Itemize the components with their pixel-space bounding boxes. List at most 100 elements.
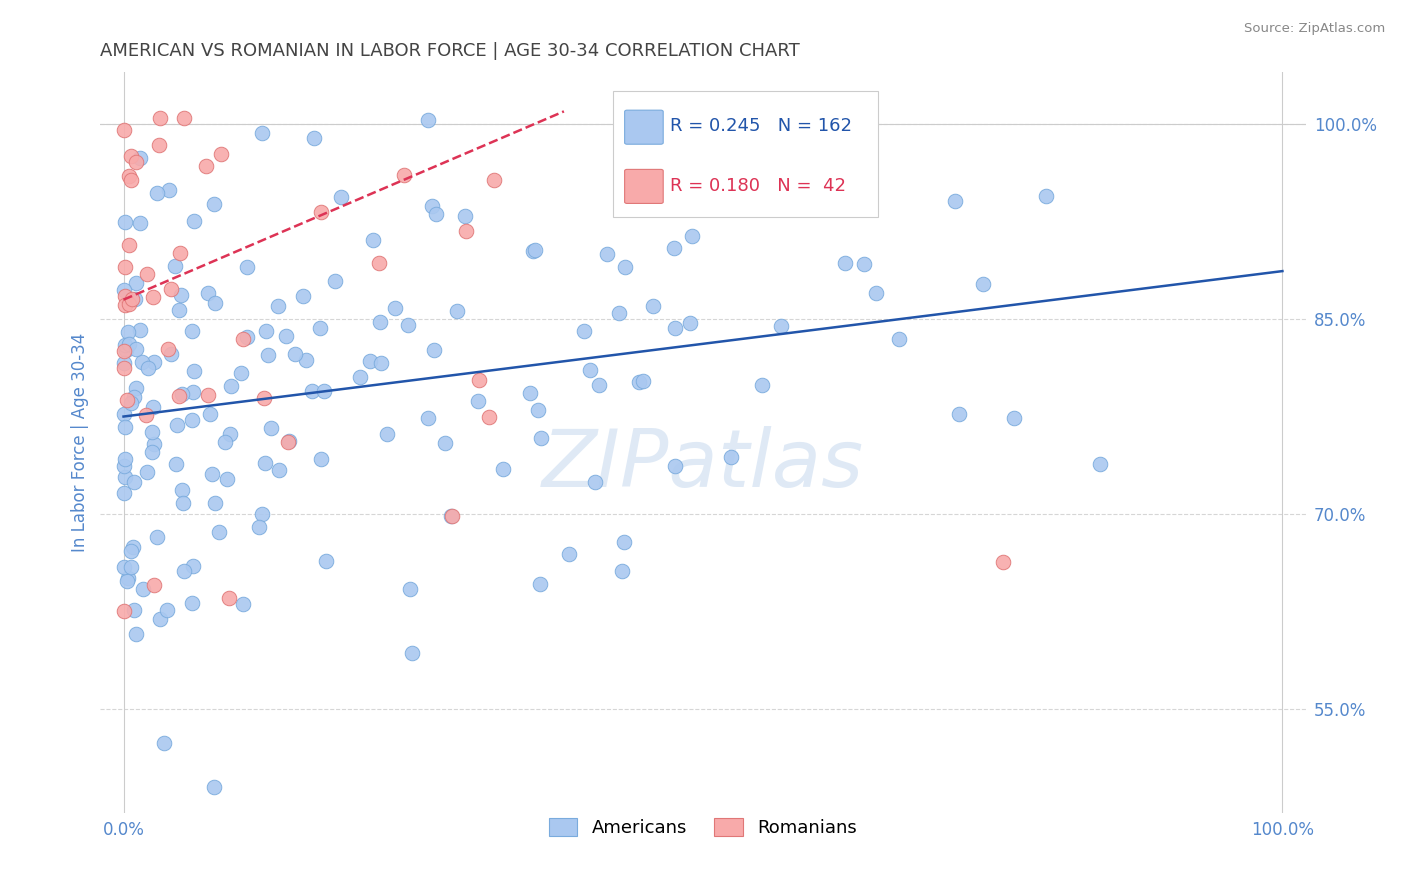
Point [367, 256, 389, 270]
Point [115, 343, 138, 357]
Point [751, 378, 773, 392]
Point [418, 113, 440, 128]
Point [170, 288, 193, 302]
Point [664, 321, 686, 335]
Point [558, 547, 581, 561]
Point [112, 123, 135, 137]
Point [148, 138, 170, 153]
Point [114, 470, 136, 484]
Point [314, 384, 336, 399]
Point [112, 458, 135, 473]
Point [209, 146, 232, 161]
Point [370, 356, 392, 370]
Point [204, 295, 226, 310]
Point [392, 168, 415, 182]
Point [284, 347, 307, 361]
Point [440, 509, 463, 524]
Point [456, 223, 478, 237]
Point [173, 565, 195, 579]
Point [121, 292, 143, 306]
Point [277, 434, 299, 448]
Point [114, 419, 136, 434]
Point [446, 304, 468, 318]
Y-axis label: In Labor Force | Age 30-34: In Labor Force | Age 30-34 [72, 333, 89, 552]
Point [219, 379, 242, 393]
Point [183, 364, 205, 378]
Point [142, 401, 165, 415]
Point [643, 299, 665, 313]
Point [1088, 457, 1111, 471]
Point [945, 194, 967, 208]
Point [441, 509, 464, 524]
Point [519, 386, 541, 401]
Point [201, 467, 224, 481]
Point [607, 306, 630, 320]
Point [491, 462, 513, 476]
Point [157, 183, 180, 197]
Point [572, 324, 595, 338]
Point [112, 604, 135, 618]
Point [1002, 410, 1025, 425]
Point [257, 348, 280, 362]
Point [124, 342, 146, 356]
Point [172, 496, 194, 510]
Point [418, 410, 440, 425]
Point [112, 408, 135, 422]
Point [295, 353, 318, 368]
Point [125, 277, 148, 291]
Point [267, 299, 290, 313]
Point [120, 173, 142, 187]
Point [972, 277, 994, 291]
Point [135, 408, 157, 422]
Point [645, 111, 668, 125]
Point [112, 356, 135, 370]
Point [170, 387, 193, 401]
Point [152, 736, 174, 750]
Point [579, 362, 602, 376]
Point [125, 626, 148, 640]
Point [117, 296, 139, 310]
Point [218, 427, 240, 442]
Point [114, 298, 136, 312]
Point [114, 337, 136, 351]
Point [467, 394, 489, 409]
Point [118, 169, 141, 183]
Point [304, 130, 326, 145]
Point [361, 233, 384, 247]
Point [613, 535, 636, 549]
Point [120, 544, 142, 558]
Point [114, 289, 136, 303]
Point [1035, 189, 1057, 203]
Point [720, 450, 742, 464]
Point [156, 603, 179, 617]
Point [309, 451, 332, 466]
Point [679, 316, 702, 330]
Point [181, 324, 204, 338]
Point [401, 646, 423, 660]
Point [218, 591, 240, 606]
Text: AMERICAN VS ROMANIAN IN LABOR FORCE | AGE 30-34 CORRELATION CHART: AMERICAN VS ROMANIAN IN LABOR FORCE | AG… [100, 42, 800, 60]
Point [114, 452, 136, 467]
Point [522, 244, 544, 258]
Point [614, 260, 637, 274]
Point [112, 283, 135, 297]
Point [165, 458, 187, 472]
Point [529, 576, 551, 591]
Point [214, 435, 236, 450]
Point [141, 425, 163, 439]
Point [129, 216, 152, 230]
Point [309, 321, 332, 335]
Point [173, 111, 195, 125]
Point [167, 302, 190, 317]
Point [165, 259, 187, 273]
Point [236, 330, 259, 344]
Point [524, 244, 547, 258]
Point [247, 519, 270, 533]
Point [117, 393, 139, 408]
Point [613, 111, 636, 125]
Point [993, 555, 1015, 569]
FancyBboxPatch shape [613, 91, 877, 217]
Text: R = 0.180   N =  42: R = 0.180 N = 42 [671, 178, 846, 195]
Point [132, 582, 155, 596]
Point [202, 780, 225, 794]
